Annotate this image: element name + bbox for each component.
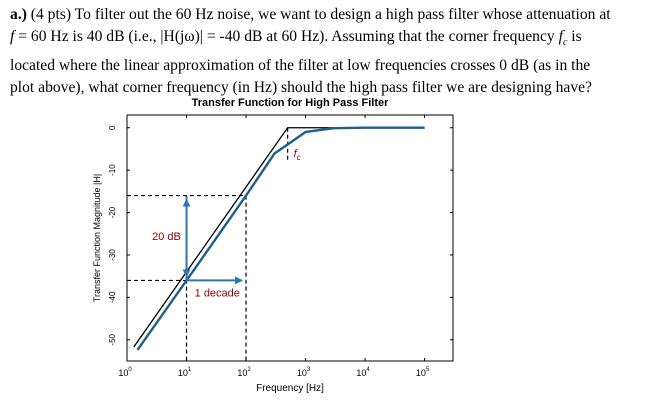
y-tick-label: -10 bbox=[108, 164, 117, 176]
vertical-span-label: 20 dB bbox=[152, 231, 181, 243]
y-axis-label: Transfer Function Magnitude |H| bbox=[92, 174, 102, 302]
x-tick-label: 103 bbox=[297, 367, 311, 378]
x-tick-label: 105 bbox=[416, 367, 430, 378]
question-label: a.) bbox=[10, 6, 27, 23]
question-line-1: a.) (4 pts) To filter out the 60 Hz nois… bbox=[10, 4, 640, 26]
x-tick-label: 100 bbox=[118, 367, 132, 378]
x-tick-label: 102 bbox=[237, 367, 251, 378]
x-tick-label: 104 bbox=[356, 367, 370, 378]
y-tick-label: -30 bbox=[108, 249, 117, 261]
question-line-2: f = 60 Hz is 40 dB (i.e., |H(jω)| = -40 … bbox=[10, 26, 640, 55]
corner-frequency-symbol: f bbox=[558, 28, 563, 46]
corner-frequency-subscript: c bbox=[562, 37, 568, 49]
question-line-3: located where the linear approximation o… bbox=[10, 56, 591, 74]
x-axis-label: Frequency [Hz] bbox=[256, 383, 324, 394]
annotations: 20 dB 1 decade fc bbox=[152, 148, 301, 299]
response-curve bbox=[136, 126, 425, 351]
question-line-4: plot above), what corner frequency (in H… bbox=[10, 79, 592, 97]
question-line-2-text: = 60 Hz is 40 dB (i.e., |H(jω)| = -40 dB… bbox=[14, 28, 559, 46]
corner-frequency-label: fc bbox=[294, 148, 301, 162]
y-tick-label: -40 bbox=[108, 291, 117, 303]
y-tick-label: -20 bbox=[108, 206, 117, 218]
axis-ticks: 100 101 102 103 104 105 0 -10 -20 -30 -40 -50 bbox=[108, 115, 453, 378]
chart-title: Transfer Function for High Pass Filter bbox=[192, 97, 390, 109]
y-tick-label: -50 bbox=[108, 333, 117, 345]
horizontal-span-label: 1 decade bbox=[195, 287, 240, 299]
question-text: a.) (4 pts) To filter out the 60 Hz nois… bbox=[10, 4, 640, 100]
plot-frame bbox=[126, 114, 454, 362]
question-line-1-text: (4 pts) To filter out the 60 Hz noise, w… bbox=[26, 6, 611, 23]
y-tick-label: 0 bbox=[108, 125, 117, 130]
frequency-symbol: f bbox=[10, 28, 15, 46]
question-line-2-end: is bbox=[567, 28, 582, 46]
x-tick-label: 101 bbox=[178, 367, 192, 378]
